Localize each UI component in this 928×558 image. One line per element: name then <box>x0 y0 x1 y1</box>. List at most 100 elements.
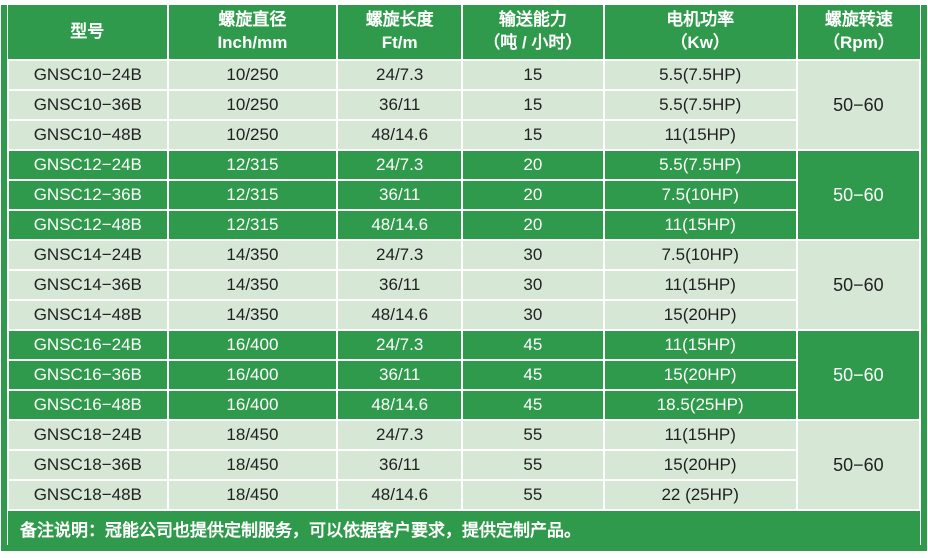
length-cell: 36/11 <box>336 179 464 211</box>
column-header-speed: 螺旋转速 （Rpm） <box>795 5 920 61</box>
diameter-cell: 10/250 <box>166 59 339 91</box>
capacity-cell: 55 <box>461 449 605 481</box>
speed-cell: 50−60 <box>795 419 922 511</box>
power-cell: 11(15HP) <box>602 269 798 301</box>
column-header-capacity-label: 输送能力 <box>498 10 567 30</box>
model-cell: GNSC14−36B <box>7 269 169 301</box>
table-row: GNSC16−48B 16/400 48/14.6 45 18.5(25HP) <box>7 389 920 421</box>
model-cell: GNSC12−36B <box>7 179 169 211</box>
power-cell: 11(15HP) <box>602 419 798 451</box>
capacity-cell: 15 <box>461 89 605 121</box>
capacity-cell: 20 <box>461 209 605 241</box>
footnote-row: 备注说明：冠能公司也提供定制服务，可以依据客户要求，提供定制产品。 <box>8 509 920 545</box>
table-row: GNSC18−36B 18/450 36/11 55 15(20HP) <box>7 449 920 481</box>
capacity-cell: 55 <box>461 479 605 511</box>
model-cell: GNSC10−48B <box>7 119 169 151</box>
length-cell: 24/7.3 <box>336 59 464 91</box>
power-cell: 15(20HP) <box>602 449 798 481</box>
model-cell: GNSC18−48B <box>7 479 169 511</box>
model-cell: GNSC12−48B <box>7 209 169 241</box>
power-cell: 5.5(7.5HP) <box>602 149 798 181</box>
capacity-cell: 30 <box>461 299 605 331</box>
speed-cell: 50−60 <box>795 59 922 151</box>
column-header-diameter-label: 螺旋直径 <box>218 10 287 30</box>
model-cell: GNSC10−36B <box>7 89 169 121</box>
column-header-capacity: 输送能力 （吨 / 小时） <box>461 5 605 61</box>
capacity-cell: 30 <box>461 269 605 301</box>
length-cell: 36/11 <box>336 449 464 481</box>
diameter-cell: 16/400 <box>166 329 339 361</box>
column-header-power-label: 电机功率 <box>666 10 735 30</box>
table-row: GNSC16−36B 16/400 36/11 45 15(20HP) <box>7 359 920 391</box>
diameter-cell: 18/450 <box>166 449 339 481</box>
capacity-cell: 45 <box>461 389 605 421</box>
length-cell: 24/7.3 <box>336 329 464 361</box>
column-header-length: 螺旋长度 Ft/m <box>336 5 464 61</box>
model-cell: GNSC12−24B <box>7 149 169 181</box>
model-cell: GNSC14−48B <box>7 299 169 331</box>
spec-table: 型号 螺旋直径 Inch/mm 螺旋长度 Ft/m 输送能力 （吨 / 小时） … <box>7 5 922 545</box>
column-header-length-label: 螺旋长度 <box>365 10 434 30</box>
column-header-speed-unit: （Rpm） <box>823 33 895 52</box>
column-header-power-unit: （Kw） <box>670 33 730 52</box>
table-row: GNSC12−48B 12/315 48/14.6 20 11(15HP) <box>7 209 920 241</box>
length-cell: 48/14.6 <box>336 209 464 241</box>
model-cell: GNSC16−24B <box>7 329 169 361</box>
power-cell: 15(20HP) <box>602 299 798 331</box>
power-cell: 11(15HP) <box>602 119 798 151</box>
table-row: GNSC10−36B 10/250 36/11 15 5.5(7.5HP) <box>7 89 920 121</box>
capacity-cell: 15 <box>461 59 605 91</box>
table-row: GNSC14−48B 14/350 48/14.6 30 15(20HP) <box>7 299 920 331</box>
column-header-speed-label: 螺旋转速 <box>824 10 893 30</box>
table-row: GNSC12−36B 12/315 36/11 20 7.5(10HP) <box>7 179 920 211</box>
diameter-cell: 14/350 <box>166 269 339 301</box>
capacity-cell: 45 <box>461 359 605 391</box>
diameter-cell: 16/400 <box>166 389 339 421</box>
table-row: GNSC14−36B 14/350 36/11 30 11(15HP) <box>7 269 920 301</box>
power-cell: 7.5(10HP) <box>602 179 798 211</box>
power-cell: 18.5(25HP) <box>602 389 798 421</box>
model-cell: GNSC14−24B <box>7 239 169 271</box>
capacity-cell: 30 <box>461 239 605 271</box>
power-cell: 7.5(10HP) <box>602 239 798 271</box>
speed-cell: 50−60 <box>795 329 922 421</box>
capacity-cell: 45 <box>461 329 605 361</box>
header-row: 型号 螺旋直径 Inch/mm 螺旋长度 Ft/m 输送能力 （吨 / 小时） … <box>8 5 920 61</box>
power-cell: 11(15HP) <box>602 329 798 361</box>
diameter-cell: 12/315 <box>166 209 339 241</box>
capacity-cell: 15 <box>461 119 605 151</box>
length-cell: 24/7.3 <box>336 239 464 271</box>
model-cell: GNSC16−36B <box>7 359 169 391</box>
table-row: GNSC18−48B 18/450 48/14.6 55 22 (25HP) <box>7 479 920 511</box>
column-header-model-label: 型号 <box>70 21 105 41</box>
column-header-length-unit: Ft/m <box>381 33 418 52</box>
table-row: GNSC18−24B 18/450 24/7.3 55 11(15HP) 50−… <box>7 419 922 511</box>
table-row: GNSC14−24B 14/350 24/7.3 30 7.5(10HP) 50… <box>7 239 922 331</box>
power-cell: 5.5(7.5HP) <box>602 59 798 91</box>
length-cell: 48/14.6 <box>336 389 464 421</box>
model-cell: GNSC18−36B <box>7 449 169 481</box>
column-header-model: 型号 <box>8 5 169 61</box>
length-cell: 48/14.6 <box>336 119 464 151</box>
power-cell: 15(20HP) <box>602 359 798 391</box>
diameter-cell: 12/315 <box>166 179 339 211</box>
model-cell: GNSC10−24B <box>7 59 169 91</box>
footnote: 备注说明：冠能公司也提供定制服务，可以依据客户要求，提供定制产品。 <box>8 509 920 545</box>
length-cell: 36/11 <box>336 269 464 301</box>
power-cell: 5.5(7.5HP) <box>602 89 798 121</box>
table-row: GNSC12−24B 12/315 24/7.3 20 5.5(7.5HP) 5… <box>7 149 922 241</box>
length-cell: 36/11 <box>336 359 464 391</box>
capacity-cell: 55 <box>461 419 605 451</box>
column-header-diameter: 螺旋直径 Inch/mm <box>166 5 339 61</box>
length-cell: 24/7.3 <box>336 419 464 451</box>
diameter-cell: 14/350 <box>166 239 339 271</box>
diameter-cell: 10/250 <box>166 119 339 151</box>
model-cell: GNSC18−24B <box>7 419 169 451</box>
power-cell: 22 (25HP) <box>602 479 798 511</box>
length-cell: 36/11 <box>336 89 464 121</box>
spec-table-container: 型号 螺旋直径 Inch/mm 螺旋长度 Ft/m 输送能力 （吨 / 小时） … <box>1 5 927 551</box>
model-cell: GNSC16−48B <box>7 389 169 421</box>
diameter-cell: 16/400 <box>166 359 339 391</box>
diameter-cell: 18/450 <box>166 479 339 511</box>
diameter-cell: 12/315 <box>166 149 339 181</box>
